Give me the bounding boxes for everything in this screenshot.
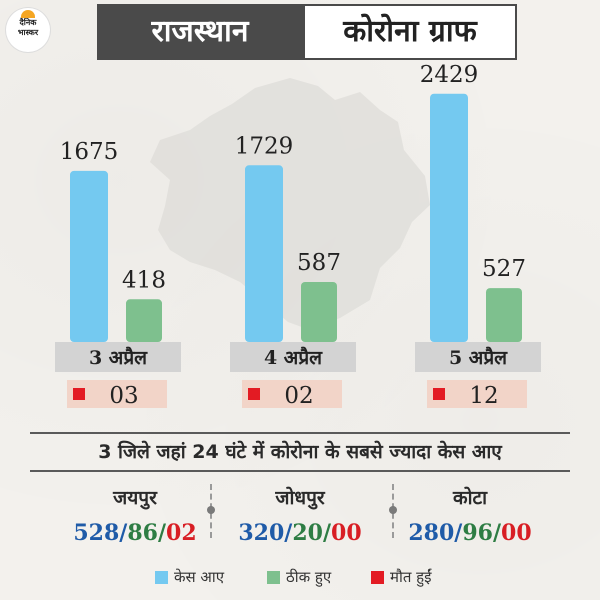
value-label-deaths: 02 xyxy=(284,383,313,409)
value-label-cases: 2429 xyxy=(420,62,479,88)
title-rajasthan: राजस्थान xyxy=(97,4,303,60)
district-jodhpur: जोधपुर 320/20/00 xyxy=(200,484,400,546)
section-divider xyxy=(30,432,570,434)
district-cases: 320 xyxy=(238,520,285,546)
section-divider xyxy=(30,470,570,472)
legend-recovered: ठीक हुए xyxy=(267,567,331,587)
district-recovered: 86 xyxy=(127,520,158,546)
district-stats: 280/96/00 xyxy=(408,520,532,546)
date-label: 4 अप्रैल xyxy=(264,346,323,369)
district-name: कोटा xyxy=(452,487,487,509)
district-kota: कोटा 280/96/00 xyxy=(370,484,570,546)
logo-sun-icon xyxy=(21,10,35,18)
legend-swatch xyxy=(371,571,384,584)
logo-text-line2: भास्कर xyxy=(17,28,39,37)
district-name: जयपुर xyxy=(113,487,157,509)
district-separator xyxy=(207,484,215,538)
bar-cases xyxy=(430,93,468,343)
value-label-deaths: 03 xyxy=(109,383,138,409)
date-label: 3 अप्रैल xyxy=(89,346,148,369)
legend-label: मौत हुईं xyxy=(390,568,432,586)
bar-recovered xyxy=(301,282,337,342)
corona-bar-chart: 1675 418 3 अप्रैल 03 1729 587 4 अप्रैल 02 2429 52… xyxy=(55,62,541,409)
value-label-cases: 1675 xyxy=(60,139,119,165)
logo-text-line1: दैनिक xyxy=(19,18,37,27)
date-label: 5 अप्रैल xyxy=(449,346,508,369)
district-stats: 320/20/00 xyxy=(238,520,362,546)
bar-recovered xyxy=(486,288,522,342)
bar-recovered xyxy=(126,299,162,342)
bar-cases xyxy=(70,170,108,342)
deaths-marker xyxy=(73,388,85,400)
value-label-recovered: 418 xyxy=(122,267,166,293)
rajasthan-map-silhouette xyxy=(150,78,430,330)
legend-deaths: मौत हुईं xyxy=(371,567,432,587)
district-deaths: 02 xyxy=(166,520,197,546)
district-separator xyxy=(389,484,397,538)
bar-cases xyxy=(245,165,283,342)
legend-cases: केस आए xyxy=(155,567,224,587)
legend-swatch xyxy=(267,571,280,584)
title-corona-graph: कोरोना ग्राफ xyxy=(303,4,517,60)
legend-label: ठीक हुए xyxy=(286,568,332,586)
date-label-bg xyxy=(55,342,181,372)
legend-label: केस आए xyxy=(174,568,225,586)
district-deaths: 00 xyxy=(501,520,532,546)
districts-heading: 3 जिले जहां 24 घंटे में कोरोना के सबसे ज… xyxy=(98,441,502,463)
district-cases: 280 xyxy=(408,520,455,546)
district-cases: 528 xyxy=(73,520,120,546)
deaths-marker xyxy=(433,388,445,400)
district-recovered: 96 xyxy=(462,520,493,546)
legend-swatch xyxy=(155,571,168,584)
dainik-bhaskar-logo: दैनिक भास्कर xyxy=(6,8,50,52)
district-stats: 528/86/02 xyxy=(73,520,197,546)
value-label-deaths: 12 xyxy=(469,383,498,409)
deaths-marker xyxy=(248,388,260,400)
district-deaths: 00 xyxy=(331,520,362,546)
district-jaipur: जयपुर 528/86/02 xyxy=(35,484,235,546)
value-label-cases: 1729 xyxy=(235,133,294,159)
date-label-bg xyxy=(230,342,356,372)
date-label-bg xyxy=(415,342,541,372)
value-label-recovered: 527 xyxy=(482,256,526,282)
district-recovered: 20 xyxy=(292,520,323,546)
value-label-recovered: 587 xyxy=(297,250,341,276)
district-name: जोधपुर xyxy=(275,487,325,509)
